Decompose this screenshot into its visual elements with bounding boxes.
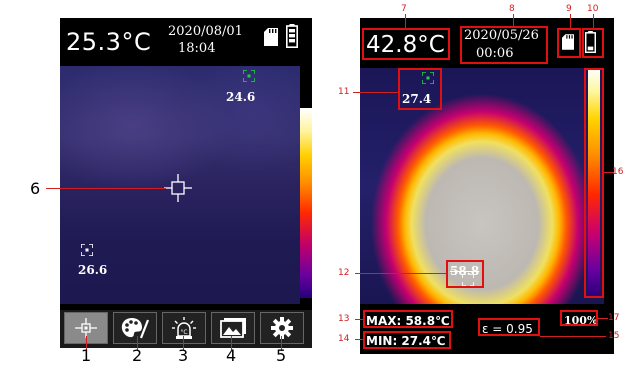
callout-number: 6 [30,179,41,198]
image-icon [220,318,246,338]
callout-number: 10 [587,4,599,14]
callout-line [355,339,363,340]
time-label: 00:06 [476,46,514,61]
zoom-label: 100% [564,314,598,327]
min-spot-value: 26.6 [78,263,108,277]
callout-line [405,14,406,28]
left-status-bar: 25.3°C 2020/08/01 18:04 [60,18,312,66]
highlight-box [363,310,453,328]
sd-card-icon [562,34,574,50]
highlight-box [460,26,548,64]
highlight-box [362,28,450,60]
image-button[interactable] [211,312,255,344]
callout-number: 17 [608,313,620,323]
sd-card-icon [264,28,278,46]
callout-number: 1 [81,346,92,365]
thermal-image [60,66,300,304]
callout-line [355,273,446,274]
center-temperature: 42.8°C [366,32,445,58]
palette-button[interactable] [113,312,157,344]
callout-line [604,172,614,173]
crosshair-icon [75,318,97,338]
max-spot-value: 24.6 [226,90,256,104]
callout-line [137,336,138,350]
date-label: 2020/05/26 [464,28,539,43]
min-temperature-label: MIN: 27.4℃ [366,334,446,348]
callout-number: 15 [608,331,620,341]
max-temperature-label: MAX: 58.8℃ [366,314,450,328]
battery-icon [585,31,596,53]
callout-line [355,319,363,320]
highlight-box [446,260,484,288]
date-label: 2020/08/01 [168,24,243,39]
callout-number: 12 [338,268,350,278]
callout-number: 11 [338,87,350,97]
center-crosshair-icon [164,174,192,202]
color-scale-bar [588,68,600,298]
callout-number: 4 [226,346,237,365]
callout-line [183,336,184,350]
callout-line [513,14,514,26]
callout-number: 9 [566,4,572,14]
callout-line [46,188,166,189]
gear-icon [271,317,293,339]
min-spot-marker-icon [422,72,434,84]
color-scale-bar [300,108,312,298]
callout-line [231,336,232,350]
callout-line [353,92,398,93]
highlight-box [398,68,442,110]
callout-number: 14 [338,334,350,344]
alarm-button[interactable]: °C [162,312,206,344]
left-device-screen: 25.3°C 2020/08/01 18:04 24.6 26.6 [60,18,312,348]
min-spot-marker-icon [81,244,93,256]
battery-icon [286,24,298,48]
highlight-box [582,28,604,58]
callout-number: 2 [132,346,143,365]
callout-line [281,336,282,350]
callout-number: 16 [612,167,624,177]
right-device-screen: 42.8°C 2020/05/26 00:06 27.4 58.8 MAX: 5… [360,18,614,354]
callout-number: 13 [338,314,350,324]
min-spot-value: 27.4 [402,92,432,106]
settings-button[interactable] [260,312,304,344]
highlight-box [557,28,581,58]
callout-number: 3 [178,346,189,365]
callout-line [86,336,87,350]
callout-line [593,14,594,28]
callout-number: 7 [401,4,407,14]
highlight-box [584,68,604,298]
highlight-box [363,331,451,349]
highlight-box [560,310,598,326]
center-temperature: 25.3°C [66,28,152,56]
callout-line [570,14,571,28]
alarm-icon: °C [172,317,196,339]
max-spot-marker-icon [243,70,255,82]
highlight-box [478,318,540,336]
time-label: 18:04 [178,41,216,56]
callout-line [540,336,606,337]
emissivity-label: ε = 0.95 [482,322,533,336]
palette-icon [121,318,150,339]
callout-number: 8 [509,4,515,14]
svg-text:°C: °C [180,329,187,336]
callout-line [598,318,608,319]
callout-number: 5 [276,346,287,365]
